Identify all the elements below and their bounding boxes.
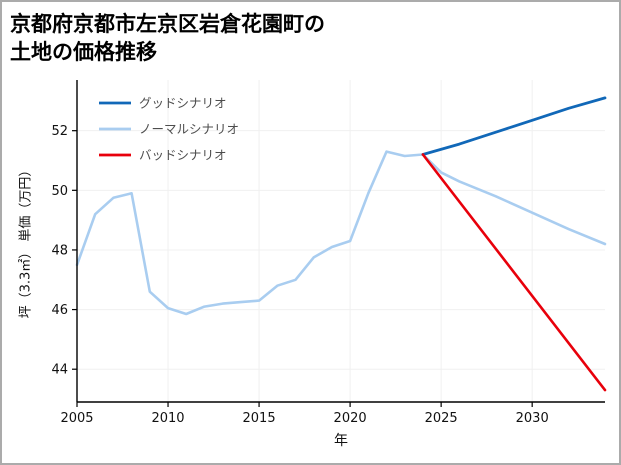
y-tick-label: 52 <box>51 124 68 139</box>
x-tick-label: 2015 <box>243 411 276 426</box>
y-tick-label: 48 <box>51 243 68 258</box>
y-tick-label: 50 <box>51 184 68 199</box>
x-tick-label: 2025 <box>425 411 458 426</box>
y-tick-label: 44 <box>51 363 68 378</box>
x-tick-label: 2020 <box>334 411 367 426</box>
y-tick-label: 46 <box>51 303 68 318</box>
chart-title-line1: 京都府京都市左京区岩倉花園町の <box>10 12 325 36</box>
legend-label-0: グッドシナリオ <box>139 96 227 111</box>
series-line-1 <box>421 96 607 156</box>
series-line-0 <box>75 150 607 316</box>
y-axis-label: 坪（3.3㎡） 単価（万円） <box>18 163 34 319</box>
legend-label-2: バッドシナリオ <box>139 148 227 163</box>
x-tick-label: 2005 <box>60 411 93 426</box>
series-line-2 <box>421 153 607 392</box>
chart-title: 京都府京都市左京区岩倉花園町の 土地の価格推移 <box>10 10 325 66</box>
legend-label-1: ノーマルシナリオ <box>139 122 239 137</box>
x-tick-label: 2030 <box>516 411 549 426</box>
x-axis-label: 年 <box>334 433 348 449</box>
chart-title-line2: 土地の価格推移 <box>10 40 157 64</box>
x-tick-label: 2010 <box>151 411 184 426</box>
